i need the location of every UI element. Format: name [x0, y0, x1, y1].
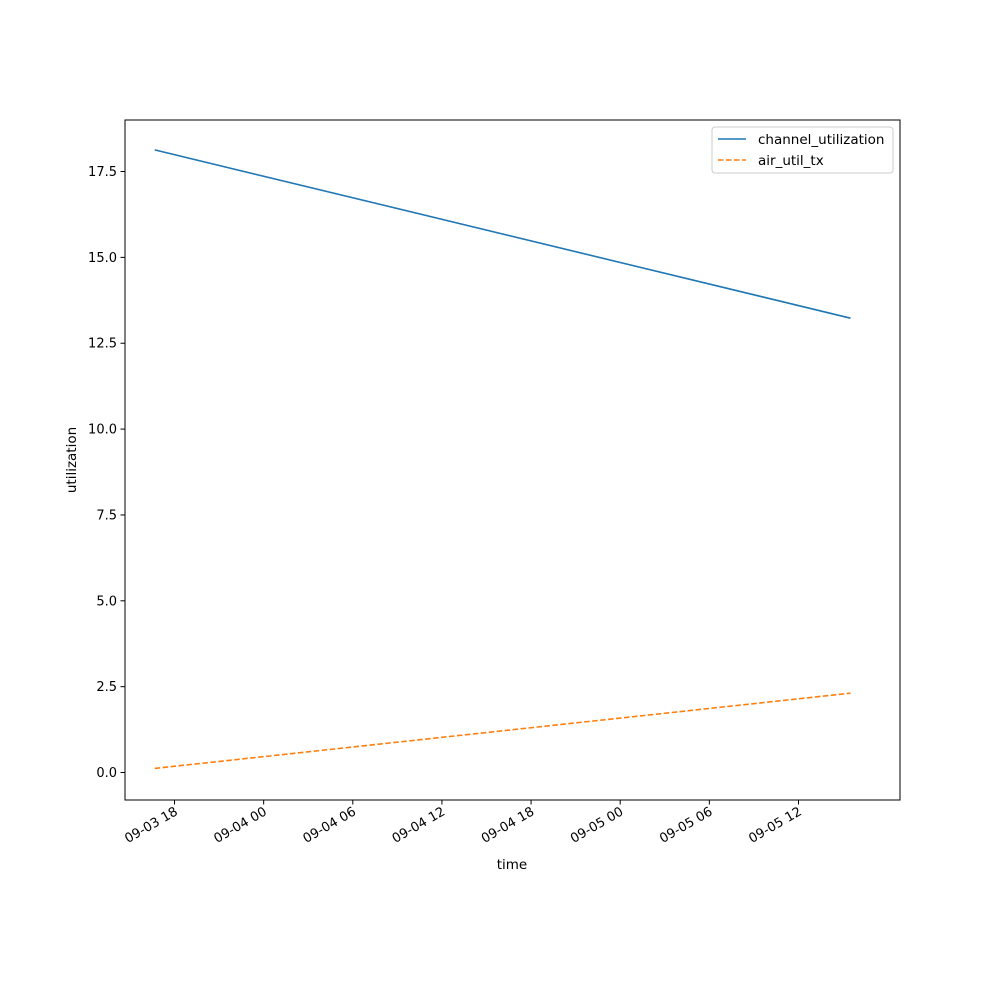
y-tick-label: 2.5 [96, 680, 117, 695]
x-tick-label: 09-04 00 [212, 804, 270, 846]
x-axis-label: time [497, 857, 528, 873]
plot-frame [124, 119, 901, 801]
series-line-air-util-tx [154, 692, 851, 770]
y-tick-label: 15.0 [88, 251, 117, 266]
legend-label-channel-utilization: channel_utilization [758, 132, 885, 148]
x-tick-label: 09-04 06 [301, 804, 359, 846]
x-tick-label: 09-04 18 [479, 804, 537, 846]
y-tick-label: 0.0 [96, 766, 117, 781]
series-layer [154, 149, 851, 770]
plot-area [125, 120, 900, 800]
x-tick-label: 09-05 12 [746, 804, 804, 846]
legend: channel_utilization air_util_tx [711, 126, 894, 174]
x-tick-label: 09-05 00 [568, 804, 626, 846]
y-tick-label: 10.0 [88, 423, 117, 438]
y-axis-ticks: 0.0 2.5 5.0 7.5 10.0 12.5 15.0 17.5 [88, 165, 125, 781]
y-tick-label: 5.0 [96, 594, 117, 609]
y-tick-label: 12.5 [88, 337, 117, 352]
y-axis-label: utilization [64, 427, 80, 493]
x-tick-label: 09-05 06 [657, 804, 715, 846]
y-tick-label: 17.5 [88, 165, 117, 180]
x-tick-label: 09-04 12 [390, 804, 448, 846]
legend-label-air-util-tx: air_util_tx [758, 153, 824, 169]
x-tick-label: 09-03 18 [122, 804, 180, 846]
y-tick-label: 7.5 [96, 508, 117, 523]
legend-box [711, 126, 894, 174]
series-line-channel-utilization [154, 149, 851, 319]
x-axis-ticks: 09-03 18 09-04 00 09-04 06 09-04 12 09-04 18… [122, 800, 804, 847]
